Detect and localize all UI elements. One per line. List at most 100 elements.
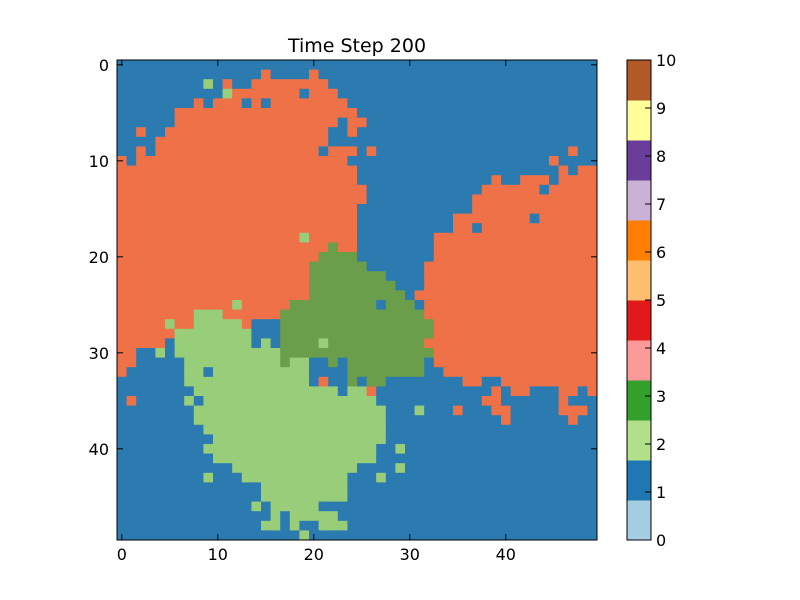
heatmap-cell: [491, 261, 502, 272]
heatmap-cell: [347, 165, 358, 176]
heatmap-cell: [318, 98, 329, 109]
heatmap-cell: [520, 482, 531, 493]
heatmap-cell: [443, 242, 454, 253]
heatmap-cell: [203, 463, 214, 474]
heatmap-cell: [337, 232, 348, 243]
heatmap-cell: [568, 69, 579, 80]
heatmap-cell: [241, 348, 252, 358]
heatmap-cell: [539, 127, 550, 138]
heatmap-cell: [174, 127, 185, 138]
heatmap-cell: [155, 472, 166, 483]
heatmap-cell: [501, 117, 511, 128]
heatmap-cell: [520, 88, 531, 99]
heatmap-cell: [491, 520, 502, 531]
heatmap-cell: [577, 175, 588, 186]
heatmap-cell: [261, 184, 271, 195]
heatmap-cell: [203, 511, 214, 522]
heatmap-cell: [549, 376, 559, 387]
heatmap-cell: [443, 175, 454, 186]
heatmap-cell: [203, 492, 214, 502]
heatmap-cell: [587, 271, 598, 282]
heatmap-cell: [453, 69, 463, 80]
heatmap-cell: [539, 136, 550, 147]
heatmap-cell: [472, 79, 483, 90]
heatmap-cell: [577, 319, 588, 330]
heatmap-cell: [328, 424, 339, 435]
heatmap-cell: [385, 204, 396, 214]
heatmap-cell: [366, 501, 377, 512]
heatmap-cell: [453, 530, 463, 541]
heatmap-cell: [126, 520, 137, 531]
heatmap-cell: [395, 280, 406, 291]
heatmap-cell: [165, 511, 175, 522]
heatmap-cell: [299, 376, 310, 387]
heatmap-cell: [213, 348, 223, 358]
heatmap-cell: [193, 367, 204, 378]
heatmap-cell: [251, 338, 262, 349]
heatmap-cell: [529, 60, 540, 70]
heatmap-cell: [539, 492, 550, 502]
heatmap-cell: [232, 405, 243, 416]
heatmap-cell: [453, 175, 463, 186]
heatmap-cell: [213, 520, 223, 531]
heatmap-cell: [453, 79, 463, 90]
heatmap-cell: [462, 194, 473, 205]
heatmap-cell: [366, 204, 377, 214]
heatmap-cell: [520, 376, 531, 387]
heatmap-cell: [328, 175, 339, 186]
heatmap-cell: [357, 156, 367, 166]
heatmap-cell: [251, 136, 262, 147]
heatmap-cell: [232, 376, 243, 387]
heatmap-cell: [558, 511, 569, 522]
heatmap-cell: [145, 520, 156, 531]
heatmap-cell: [299, 280, 310, 291]
heatmap-cell: [280, 300, 291, 310]
heatmap-cell: [395, 376, 406, 387]
heatmap-cell: [328, 136, 339, 147]
heatmap-cell: [270, 165, 281, 176]
heatmap-cell: [280, 376, 291, 387]
heatmap-cell: [184, 79, 195, 90]
heatmap-cell: [280, 338, 291, 349]
heatmap-cell: [155, 223, 166, 234]
heatmap-cell: [126, 98, 137, 109]
heatmap-cell: [472, 463, 483, 474]
heatmap-cell: [433, 242, 444, 253]
heatmap-cell: [193, 280, 204, 291]
heatmap-cell: [309, 261, 319, 272]
heatmap-cell: [453, 367, 463, 378]
heatmap-cell: [366, 117, 377, 128]
heatmap-cell: [155, 108, 166, 118]
heatmap-cell: [472, 472, 483, 483]
heatmap-cell: [155, 300, 166, 310]
heatmap-cell: [289, 261, 300, 272]
heatmap-cell: [241, 309, 252, 320]
heatmap-cell: [318, 79, 329, 90]
heatmap-cell: [203, 280, 214, 291]
heatmap-cell: [587, 261, 598, 272]
heatmap-cell: [203, 127, 214, 138]
heatmap-cell: [357, 280, 367, 291]
heatmap-cell: [270, 396, 281, 406]
heatmap-cell: [165, 69, 175, 80]
heatmap-cell: [501, 108, 511, 118]
heatmap-cell: [261, 213, 271, 224]
heatmap-cell: [136, 127, 147, 138]
heatmap-cell: [510, 309, 521, 320]
heatmap-cell: [337, 136, 348, 147]
heatmap-cell: [366, 79, 377, 90]
heatmap-cell: [405, 396, 415, 406]
heatmap-cell: [232, 357, 243, 368]
heatmap-cell: [289, 434, 300, 445]
heatmap-cell: [424, 444, 435, 454]
heatmap-cell: [433, 223, 444, 234]
heatmap-cell: [251, 280, 262, 291]
heatmap-cell: [232, 194, 243, 205]
heatmap-cell: [433, 300, 444, 310]
heatmap-cell: [549, 252, 559, 262]
heatmap-cell: [577, 300, 588, 310]
heatmap-cell: [165, 60, 175, 70]
colorbar-tick-label: 7: [656, 195, 666, 214]
heatmap-cell: [184, 300, 195, 310]
heatmap-cell: [443, 194, 454, 205]
